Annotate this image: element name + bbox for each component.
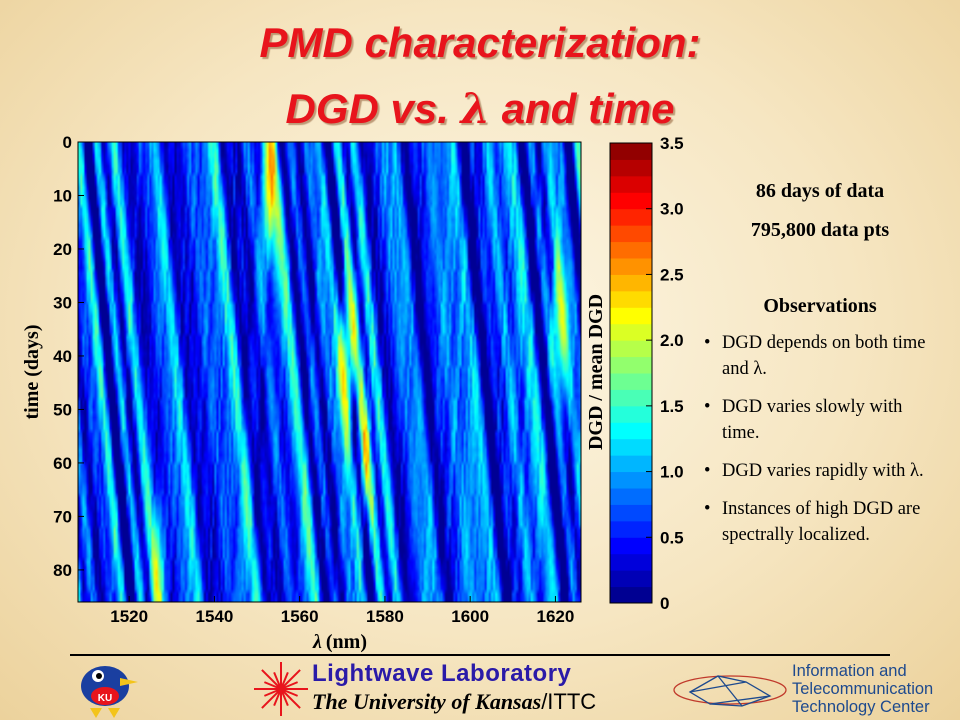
- ittc-suffix: /ITTC: [541, 689, 597, 714]
- x-axis-label-symbol: λ: [312, 631, 322, 653]
- x-tick-label: 1560: [281, 607, 319, 626]
- y-tick-label: 0: [63, 133, 72, 152]
- itc-line1: Information and: [792, 662, 907, 680]
- ku-badge-text: KU: [98, 693, 112, 704]
- y-tick-label: 70: [53, 507, 72, 526]
- ku-jayhawk-logo: KU: [81, 666, 138, 718]
- observations-list: DGD depends on both time and λ. DGD vari…: [702, 330, 932, 560]
- colorbar-band: [610, 389, 652, 407]
- x-axis-label-unit: (nm): [326, 631, 367, 653]
- colorbar-band: [610, 323, 652, 341]
- colorbar-tick-label: 3.0: [660, 200, 684, 219]
- data-points-count: 795,800 data pts: [750, 219, 890, 241]
- colorbar-band: [610, 290, 652, 308]
- y-tick-label: 60: [53, 454, 72, 473]
- colorbar-band: [610, 537, 652, 555]
- x-tick-label: 1580: [366, 607, 404, 626]
- colorbar-label: DGD / mean DGD: [585, 294, 607, 450]
- colorbar-band: [610, 471, 652, 489]
- colorbar-tick-label: 1.5: [660, 397, 684, 416]
- colorbar-band: [610, 159, 652, 177]
- slide-title-line2: DGD vs. λ and time: [0, 84, 960, 134]
- university-name: The University of Kansas/ITTC: [312, 689, 596, 715]
- y-tick-label: 50: [53, 400, 72, 419]
- observation-item: DGD varies rapidly with λ.: [702, 458, 932, 484]
- colorbar-band: [610, 274, 652, 292]
- colorbar-tick-label: 2.0: [660, 331, 684, 350]
- colorbar-tick-label: 1.0: [660, 463, 684, 482]
- colorbar-band: [610, 586, 652, 604]
- colorbar-band: [610, 373, 652, 390]
- colorbar-band: [610, 520, 652, 538]
- y-axis-ticks: 0 10 20 30 40 50 60 70 80: [53, 133, 84, 580]
- x-tick-label: 1540: [195, 607, 233, 626]
- itc-network-logo: [673, 675, 787, 707]
- colorbar-band: [610, 504, 652, 522]
- x-axis-label: λ (nm): [312, 631, 367, 653]
- colorbar-band: [610, 438, 652, 456]
- slide-title-line1: PMD characterization:: [259, 19, 701, 66]
- y-tick-label: 80: [53, 561, 72, 580]
- colorbar-band: [610, 356, 652, 374]
- x-tick-label: 1520: [110, 607, 148, 626]
- colorbar-band: [610, 208, 652, 226]
- lambda-symbol: λ: [460, 84, 491, 133]
- heatmap-frame: [77, 141, 582, 603]
- colorbar-band: [610, 455, 652, 473]
- colorbar-band: [610, 192, 652, 210]
- observation-item: DGD depends on both time and λ.: [702, 330, 932, 382]
- x-tick-label: 1600: [451, 607, 489, 626]
- colorbar-tick-label: 2.5: [660, 265, 684, 284]
- footer-divider: [70, 654, 890, 656]
- colorbar-band: [610, 488, 652, 505]
- x-tick-label: 1620: [537, 607, 575, 626]
- colorbar-band: [610, 405, 652, 423]
- colorbar-tick-label: 0.5: [660, 528, 684, 547]
- colorbar-band: [610, 340, 652, 358]
- colorbar-band: [610, 175, 652, 193]
- y-tick-label: 30: [53, 293, 72, 312]
- colorbar-tick-label: 3.5: [660, 134, 684, 153]
- colorbar-band: [610, 143, 652, 160]
- colorbar-band: [610, 553, 652, 571]
- lab-name: Lightwave Laboratory: [312, 660, 572, 687]
- heatmap-plot-area: [78, 142, 581, 602]
- y-axis-label: time (days): [21, 325, 43, 420]
- heatmap-image: [78, 142, 581, 602]
- title-line2-suffix: and time: [490, 85, 675, 132]
- y-tick-label: 40: [53, 347, 72, 366]
- colorbar-band: [610, 241, 652, 259]
- days-of-data: 86 days of data: [755, 180, 885, 202]
- title-line2-prefix: DGD vs.: [285, 85, 461, 132]
- observation-item: Instances of high DGD are spectrally loc…: [702, 496, 932, 548]
- colorbar-frame: [609, 142, 653, 604]
- colorbar-tick-label: 0: [660, 594, 669, 613]
- y-tick-label: 10: [53, 186, 72, 205]
- laser-burst-icon: [254, 662, 308, 716]
- observation-item: DGD varies slowly with time.: [702, 394, 932, 446]
- colorbar-band: [610, 422, 652, 440]
- colorbar-band: [610, 570, 652, 588]
- colorbar-ticks: 0 0.5 1.0 1.5 2.0 2.5 3.0 3.5: [646, 134, 684, 613]
- university-text: The University of Kansas: [312, 689, 542, 714]
- colorbar-band: [610, 225, 652, 243]
- colorbar-band: [610, 307, 652, 325]
- colorbar-band: [610, 258, 652, 275]
- itc-line2: Telecommunication: [792, 680, 934, 698]
- colorbar: [609, 142, 653, 604]
- observations-heading: Observations: [763, 295, 877, 317]
- x-axis-ticks: 1520 1540 1560 1580 1600 1620: [110, 596, 574, 626]
- y-tick-label: 20: [53, 240, 72, 259]
- itc-line3: Technology Center: [792, 698, 930, 716]
